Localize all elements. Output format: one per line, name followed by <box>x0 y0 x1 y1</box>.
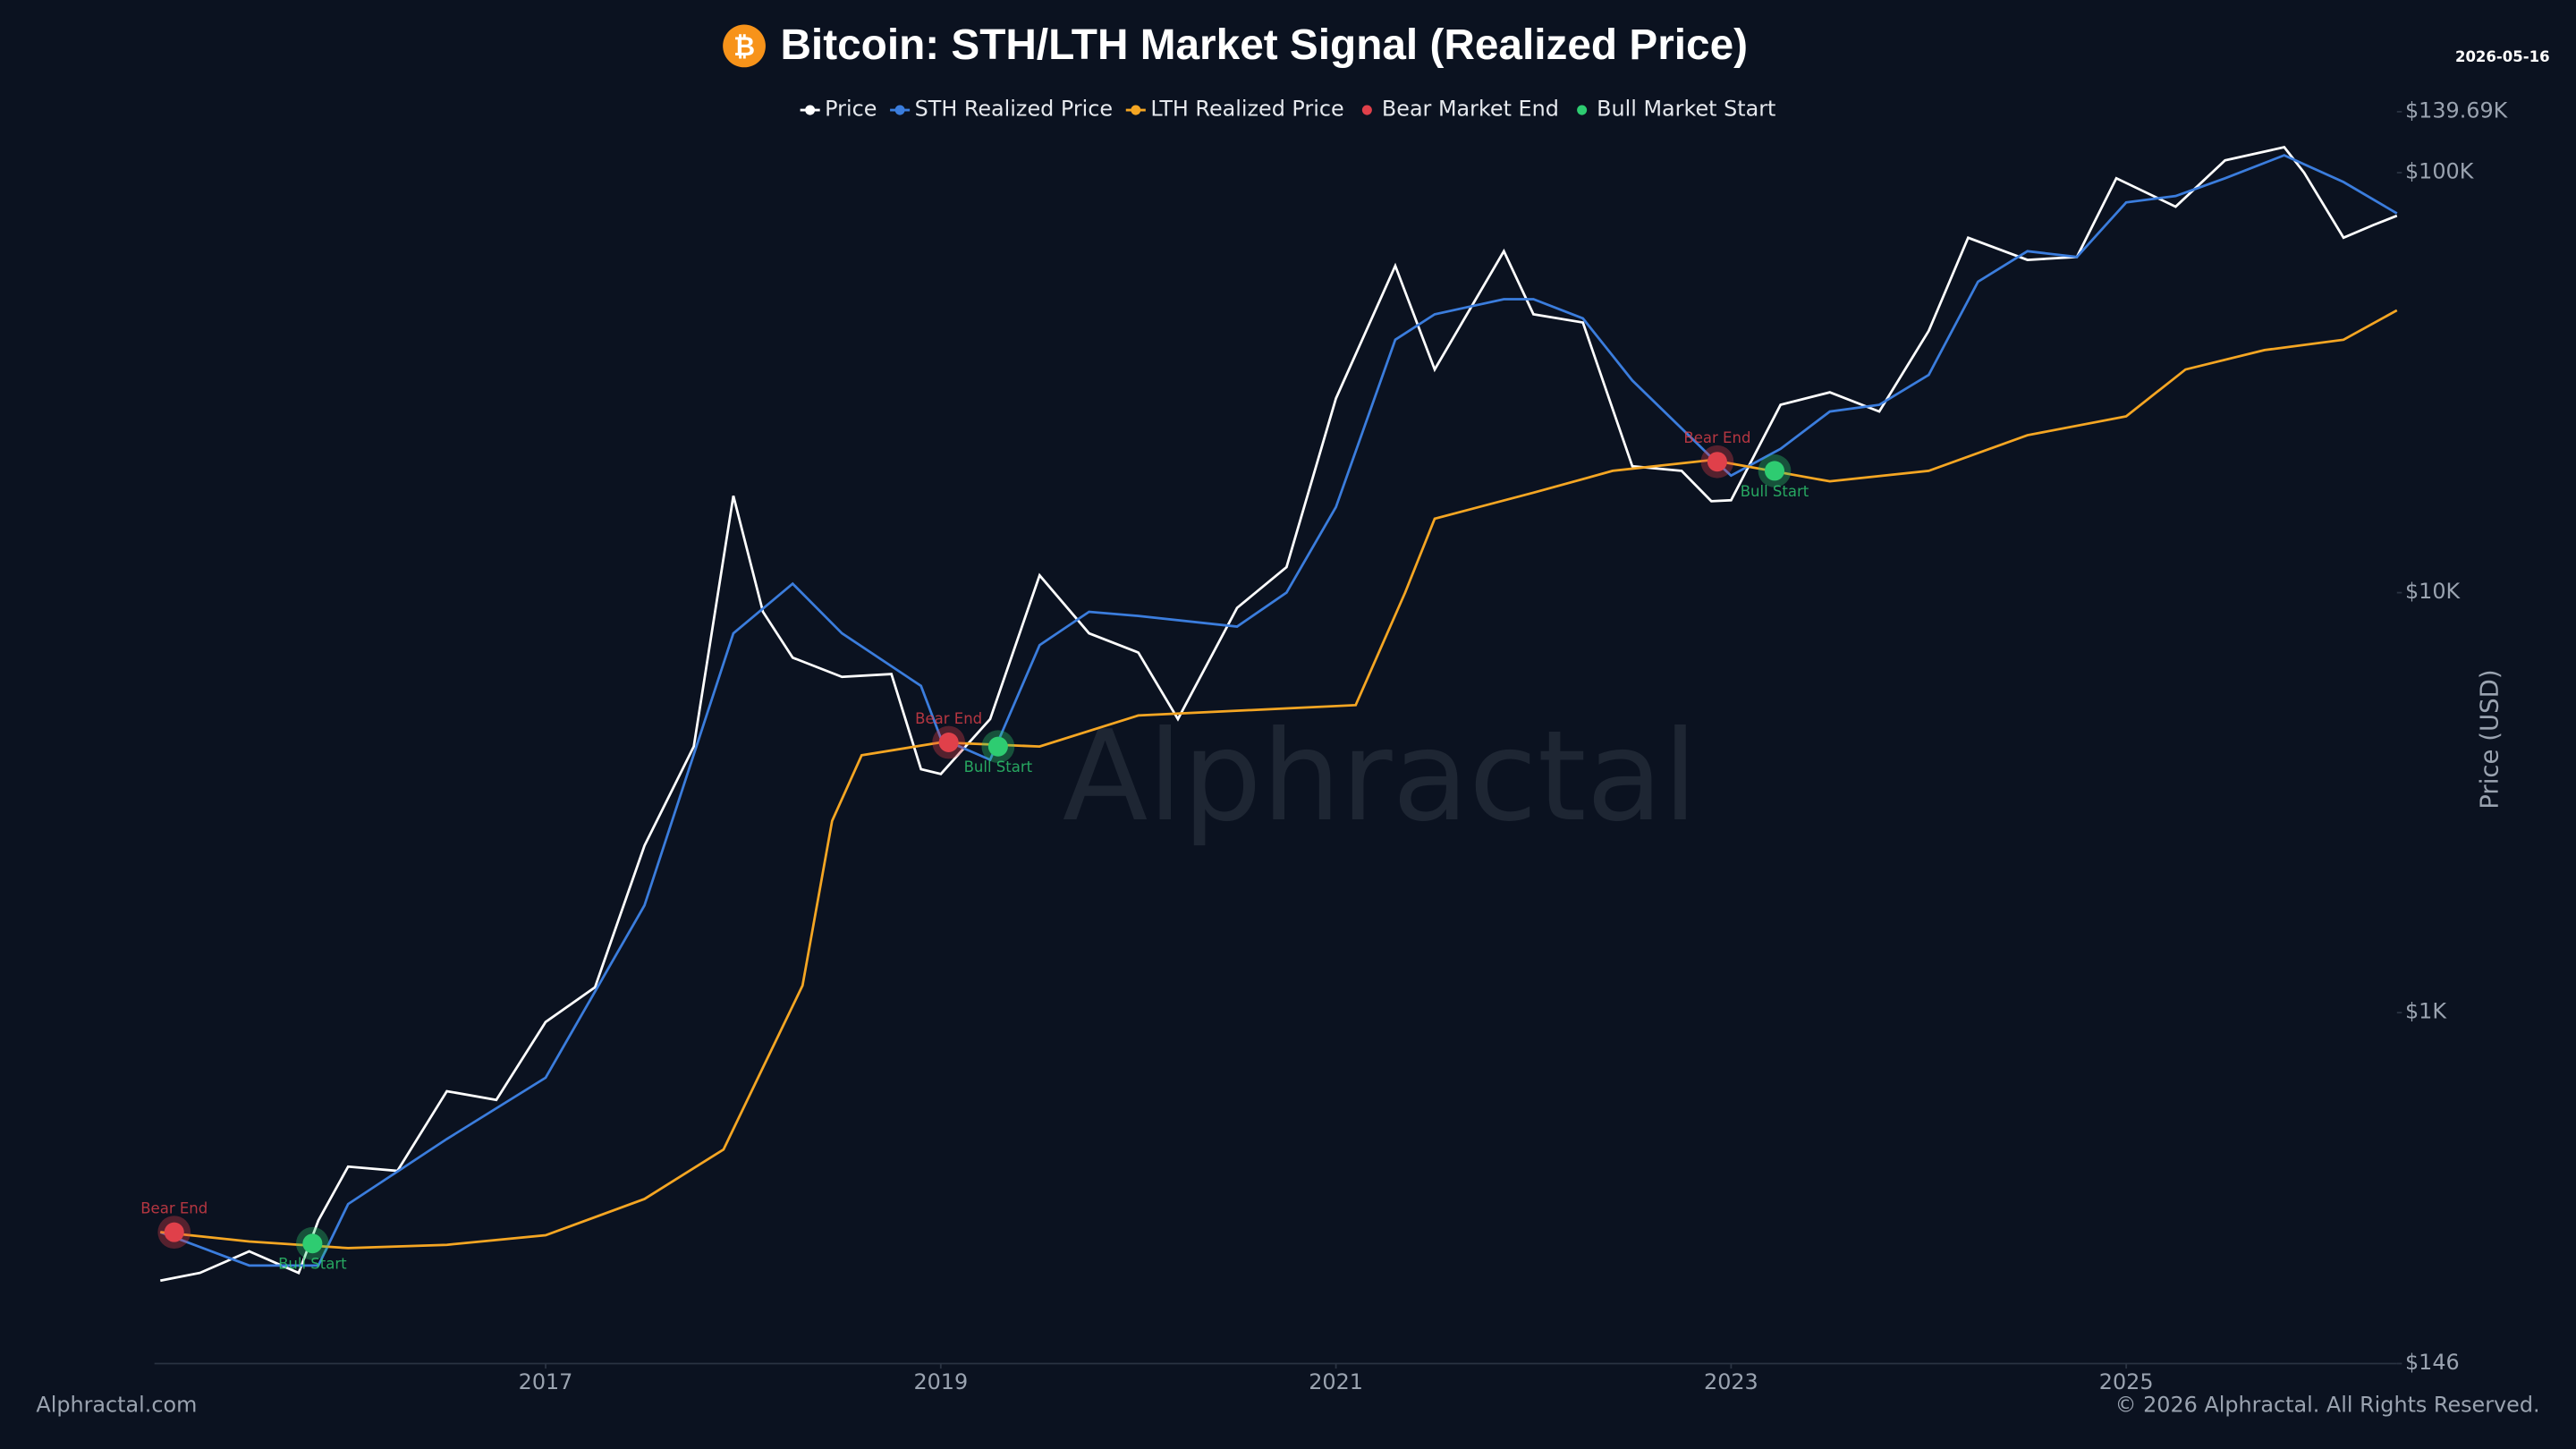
signal-marker <box>164 1222 184 1242</box>
y-axis-label: Price (USD) <box>2475 669 2504 809</box>
legend: Price STH Realized Price LTH Realized Pric… <box>800 97 1775 122</box>
legend-dot <box>805 105 816 115</box>
series-line <box>160 309 2398 1250</box>
signal-label: Bull Start <box>278 1256 347 1273</box>
x-tick-label: 2021 <box>1309 1369 1363 1394</box>
x-tick-label: 2025 <box>2099 1369 2154 1394</box>
y-tick-label: $139.69K <box>2405 97 2509 123</box>
legend-item: LTH Realized Price <box>1125 97 1344 122</box>
legend-dot <box>894 105 905 115</box>
y-tick-label: $1K <box>2405 999 2447 1024</box>
legend-dot <box>1131 105 1141 115</box>
chart-title: Bitcoin: STH/LTH Market Signal (Realized… <box>780 21 1748 69</box>
legend-item: Bull Market Start <box>1577 97 1775 122</box>
signal-marker <box>1764 461 1785 481</box>
legend-label: Bull Market Start <box>1597 97 1775 122</box>
signal-label: Bull Start <box>1741 483 1809 500</box>
legend-dot <box>1577 105 1588 115</box>
y-tick-label: $146 <box>2405 1350 2460 1375</box>
signal-marker <box>302 1233 323 1254</box>
signal-label: Bear End <box>140 1199 208 1216</box>
signal-label: Bear End <box>1683 429 1750 446</box>
series-line <box>160 146 2398 1283</box>
legend-item: Bear Market End <box>1361 97 1559 122</box>
signal-label: Bull Start <box>964 758 1033 775</box>
series-line <box>159 154 2398 1267</box>
title-icon-circle <box>723 24 766 68</box>
date: 2026-05-16 <box>2455 48 2550 65</box>
legend-label: Bear Market End <box>1382 97 1559 122</box>
footer-left: Alphractal.com <box>36 1393 197 1418</box>
x-tick-label: 2023 <box>1704 1369 1758 1394</box>
legend-dot <box>1361 105 1372 115</box>
legend-label: LTH Realized Price <box>1150 97 1343 122</box>
legend-label: STH Realized Price <box>915 97 1113 122</box>
x-tick-label: 2019 <box>913 1369 968 1394</box>
watermark: Alphractal <box>1063 703 1698 849</box>
legend-item: STH Realized Price <box>890 97 1113 122</box>
x-tick-label: 2017 <box>519 1369 573 1394</box>
legend-label: Price <box>825 97 877 122</box>
title-icon: ₿ <box>733 31 755 62</box>
signal-marker <box>938 732 959 753</box>
footer-right: © 2026 Alphractal. All Rights Reserved. <box>2115 1393 2540 1418</box>
signal-marker <box>987 736 1008 757</box>
y-tick-label: $100K <box>2405 159 2475 184</box>
signal-marker <box>1707 452 1727 472</box>
legend-item: Price <box>800 97 877 122</box>
y-tick-label: $10K <box>2405 579 2462 604</box>
signal-label: Bear End <box>915 710 982 727</box>
